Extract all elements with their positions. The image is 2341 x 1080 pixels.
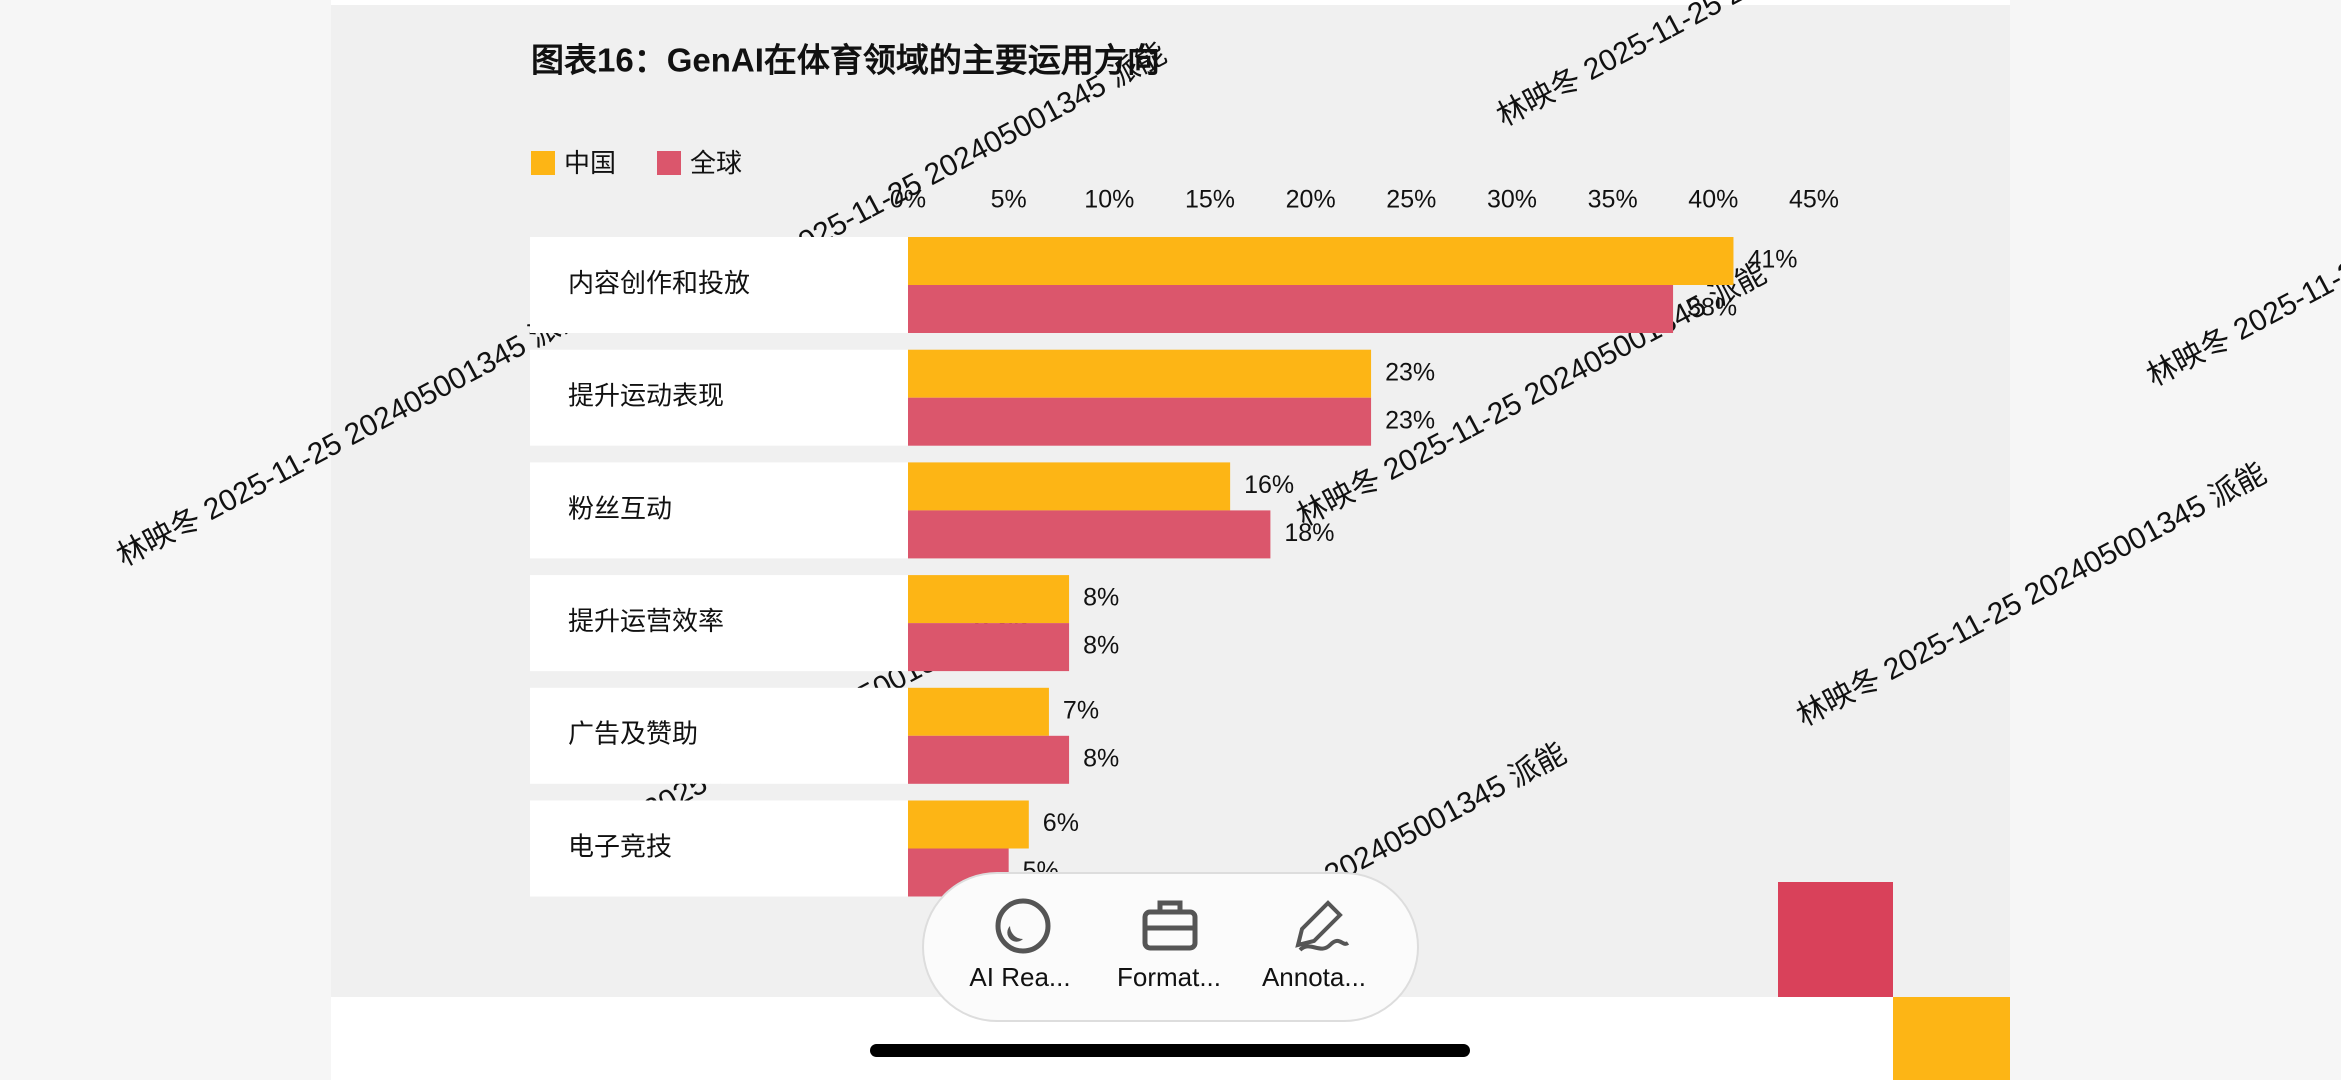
- x-tick-label: 5%: [991, 186, 1027, 214]
- home-indicator: [870, 1044, 1470, 1057]
- chart-title: 图表16：GenAI在体育领域的主要运用方向: [531, 42, 1160, 79]
- x-tick-label: 20%: [1286, 186, 1336, 214]
- category-label: 提升运动表现: [568, 381, 724, 411]
- category-label: 电子竞技: [568, 831, 672, 861]
- x-tick-label: 0%: [890, 186, 926, 214]
- category-label: 内容创作和投放: [568, 268, 750, 298]
- decor-square: [1893, 997, 2010, 1080]
- x-tick-label: 35%: [1588, 186, 1638, 214]
- x-tick-label: 40%: [1688, 186, 1738, 214]
- pen-icon: [1295, 900, 1350, 952]
- toolbar: AI Rea... Format... Annota...: [922, 872, 1419, 1022]
- bar: [908, 237, 1734, 285]
- value-label: 16%: [1244, 471, 1294, 499]
- row-background: [530, 237, 908, 333]
- bar: [908, 397, 1372, 446]
- row-background: [530, 687, 908, 784]
- bar: [908, 349, 1372, 398]
- x-tick-label: 10%: [1084, 186, 1134, 214]
- ai-icon-inner: [1007, 913, 1023, 942]
- bar: [908, 510, 1271, 559]
- row-background: [530, 575, 908, 672]
- value-label: 8%: [1083, 632, 1119, 660]
- decor-square: [1778, 882, 1893, 997]
- annotate-button[interactable]: Annota...: [1262, 900, 1366, 992]
- page-top-strip: [331, 0, 2010, 5]
- legend-swatch: [657, 151, 681, 175]
- category-label: 粉丝互动: [568, 493, 672, 523]
- ai-icon: [995, 898, 1051, 954]
- bar: [908, 687, 1049, 736]
- legend-swatch: [531, 151, 555, 175]
- x-tick-label: 25%: [1386, 186, 1436, 214]
- watermark: 林映冬 2025-11-25 202405001345 派能: [2142, 117, 2341, 393]
- ai-read-button[interactable]: AI Rea...: [969, 898, 1071, 992]
- value-label: 23%: [1385, 406, 1435, 434]
- category-label: 提升运营效率: [568, 606, 724, 636]
- format-button[interactable]: Format...: [1117, 900, 1221, 992]
- value-label: 6%: [1043, 809, 1079, 837]
- x-tick-label: 30%: [1487, 186, 1537, 214]
- x-tick-label: 15%: [1185, 186, 1235, 214]
- row-background: [530, 462, 908, 559]
- bar: [908, 462, 1231, 511]
- value-label: 23%: [1385, 358, 1435, 386]
- x-tick-label: 45%: [1789, 186, 1839, 214]
- bar: [908, 800, 1029, 849]
- value-label: 7%: [1063, 696, 1099, 724]
- toolbar-label: AI Rea...: [969, 962, 1070, 992]
- row-background: [530, 800, 908, 897]
- bar: [908, 623, 1070, 672]
- value-label: 8%: [1083, 584, 1119, 612]
- bar: [908, 735, 1070, 784]
- briefcase-detail: [1145, 900, 1195, 931]
- category-label: 广告及赞助: [568, 719, 698, 749]
- value-label: 38%: [1687, 294, 1737, 322]
- value-label: 18%: [1284, 519, 1334, 547]
- value-label: 8%: [1083, 744, 1119, 772]
- toolbar-label: Annota...: [1262, 962, 1366, 992]
- bar: [908, 575, 1070, 624]
- bar: [908, 285, 1674, 333]
- value-label: 41%: [1747, 246, 1797, 274]
- toolbar-label: Format...: [1117, 962, 1221, 992]
- legend-label: 中国: [564, 148, 616, 178]
- row-background: [530, 349, 908, 446]
- legend-label: 全球: [690, 148, 742, 178]
